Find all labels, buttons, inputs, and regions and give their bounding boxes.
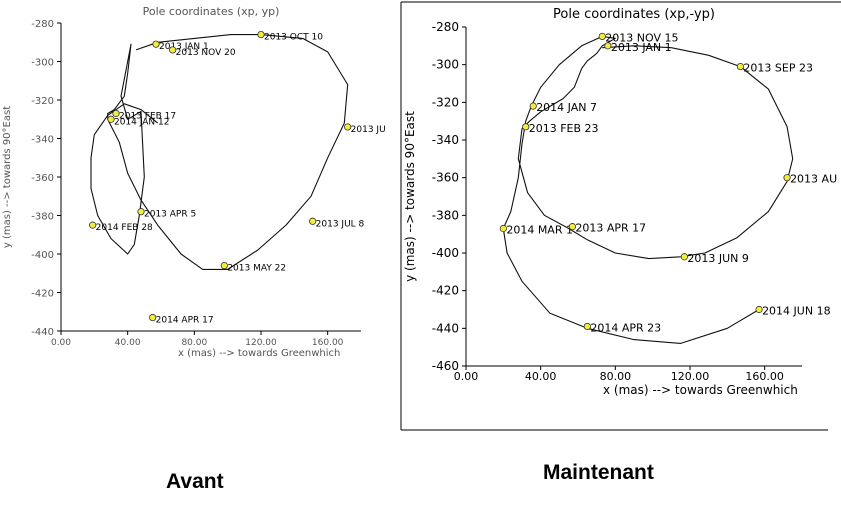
- x-tick-label: 120.00: [671, 370, 710, 383]
- x-tick-label: 120.00: [245, 338, 277, 348]
- date-marker-point: [680, 253, 689, 261]
- date-marker-label: 2013 NOV 20: [176, 48, 236, 58]
- date-marker-point: [152, 40, 160, 48]
- date-marker-label: 2013 APR 5: [144, 210, 196, 220]
- date-marker-label: 2013 JUL 8: [316, 219, 365, 229]
- y-tick-label: -420: [31, 289, 54, 300]
- date-marker-point: [583, 322, 591, 331]
- y-tick-label: -280: [31, 19, 54, 30]
- y-tick-label: -400: [432, 246, 459, 260]
- y-tick-label: -440: [432, 321, 459, 335]
- caption-before: Avant: [166, 470, 224, 493]
- date-marker-point: [107, 115, 115, 123]
- date-marker-label: 2014 FEB 28: [96, 223, 153, 233]
- x-tick-label: 40.00: [525, 370, 557, 383]
- chart-now: Pole coordinates (xp,-yp) -280 -300 -320 -34…: [403, 7, 837, 397]
- date-marker-point: [755, 305, 763, 314]
- date-marker-label: 2013 JAN 1: [159, 42, 209, 52]
- date-marker-label: 2013 FEB 23: [529, 122, 599, 135]
- chart-title: Pole coordinates (xp, yp): [143, 5, 280, 18]
- date-marker-point: [736, 62, 745, 71]
- x-tick-label: 0.00: [454, 370, 479, 383]
- date-marker-label: 2013 JAN 1: [611, 41, 672, 54]
- y-tick-label: -380: [432, 208, 459, 222]
- y-tick-label: -300: [432, 58, 459, 72]
- x-tick-label: 0.00: [51, 338, 71, 348]
- chart-before: Pole coordinates (xp, yp) -280 -300 -320 -34…: [2, 5, 386, 359]
- date-marker-point: [149, 313, 157, 322]
- y-tick-label: -340: [432, 133, 459, 147]
- y-tick-label: -360: [432, 171, 459, 185]
- date-marker-point: [309, 217, 317, 225]
- date-marker-label: 2013 JU: [351, 125, 386, 135]
- date-marker-label: 2013 SEP 23: [743, 62, 813, 75]
- date-marker-point: [568, 223, 577, 231]
- y-tick-label: -300: [31, 58, 54, 69]
- date-marker-label: 2013 MAY 22: [227, 264, 286, 274]
- y-tick-label: -280: [432, 20, 459, 34]
- date-marker-label: 2014 MAR 1: [506, 224, 573, 237]
- date-marker-label: 2013 JUN 9: [687, 252, 749, 265]
- y-tick-label: -380: [31, 212, 54, 223]
- date-marker-label: 2014 APR 23: [590, 321, 661, 334]
- date-marker-point: [598, 32, 606, 41]
- y-tick-label: -360: [31, 173, 54, 184]
- x-tick-label: 160.00: [745, 370, 784, 383]
- chart-title: Pole coordinates (xp,-yp): [553, 7, 715, 22]
- x-tick-label: 160.00: [312, 338, 344, 348]
- date-marker-label: 2013 NOV 15: [605, 31, 678, 44]
- date-marker-point: [169, 46, 177, 54]
- date-marker-label: 2014 JAN 12: [114, 117, 169, 127]
- y-tick-label: -320: [432, 95, 459, 109]
- date-marker-point: [604, 42, 612, 50]
- y-tick-label: -460: [432, 359, 459, 373]
- y-axis-label: y (mas) --> towards 90°East: [403, 111, 417, 282]
- pole-path-line: [90, 34, 349, 270]
- date-marker-label: 2014 JUN 18: [762, 305, 831, 318]
- date-marker-label: 2013 APR 17: [575, 222, 646, 235]
- date-marker-point: [344, 123, 352, 131]
- x-tick-label: 40.00: [115, 338, 141, 348]
- x-axis-label: x (mas) --> towards Greenwhich: [178, 348, 340, 359]
- y-tick-label: -340: [31, 135, 54, 146]
- date-marker-label: 2014 JAN 7: [536, 101, 597, 114]
- date-marker-label: 2013 OCT 10: [264, 33, 323, 43]
- y-tick-label: -440: [31, 327, 54, 338]
- date-marker-point: [137, 208, 145, 216]
- date-marker-point: [257, 30, 265, 39]
- date-marker-point: [220, 261, 228, 270]
- pole-path-line: [502, 35, 794, 344]
- y-axis-label: y (mas) --> towards 90°East: [2, 106, 13, 248]
- date-marker-point: [112, 109, 120, 118]
- x-tick-label: 80.00: [181, 338, 207, 348]
- x-axis-label: x (mas) --> towards Greenwhich: [603, 383, 798, 397]
- date-marker-label: 2014 APR 17: [156, 316, 214, 326]
- date-marker-label: 2013 FEB 17: [119, 111, 176, 121]
- date-marker-point: [499, 224, 507, 233]
- date-marker-point: [783, 174, 791, 182]
- x-tick-label: 80.00: [600, 370, 632, 383]
- y-tick-label: -400: [31, 250, 54, 261]
- date-marker-point: [522, 123, 530, 131]
- date-marker-point: [529, 102, 537, 110]
- y-tick-label: -420: [432, 284, 459, 298]
- caption-now: Maintenant: [543, 461, 654, 484]
- y-tick-label: -320: [31, 96, 54, 107]
- date-marker-label: 2013 AU: [790, 173, 837, 186]
- date-marker-point: [89, 221, 97, 229]
